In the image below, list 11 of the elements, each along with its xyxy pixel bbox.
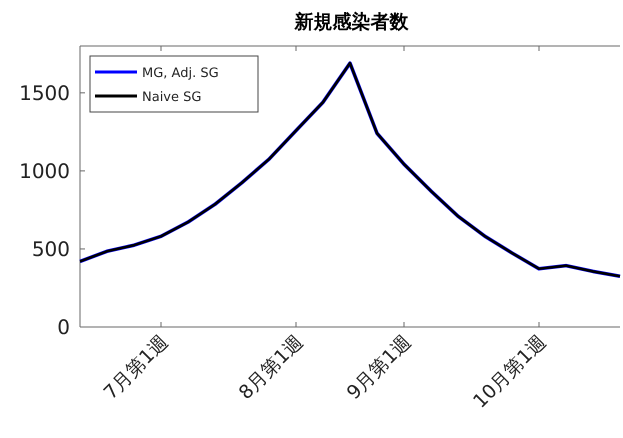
x-tick-label: 8月第1週 — [234, 330, 308, 404]
legend-label: MG, Adj. SG — [142, 66, 219, 81]
y-tick-label: 1500 — [19, 80, 70, 105]
y-tick-label: 500 — [32, 236, 70, 261]
chart-title: 新規感染者数 — [294, 11, 410, 33]
y-tick-label: 0 — [57, 315, 70, 339]
x-tick-label: 10月第1週 — [469, 330, 551, 412]
y-tick-label: 1000 — [19, 158, 70, 183]
x-tick-label: 7月第1週 — [100, 330, 173, 404]
x-tick-label: 9月第1週 — [342, 330, 416, 404]
legend-label: Naive SG — [142, 90, 202, 105]
